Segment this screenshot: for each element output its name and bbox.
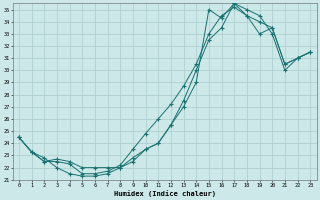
X-axis label: Humidex (Indice chaleur): Humidex (Indice chaleur)	[114, 190, 215, 197]
